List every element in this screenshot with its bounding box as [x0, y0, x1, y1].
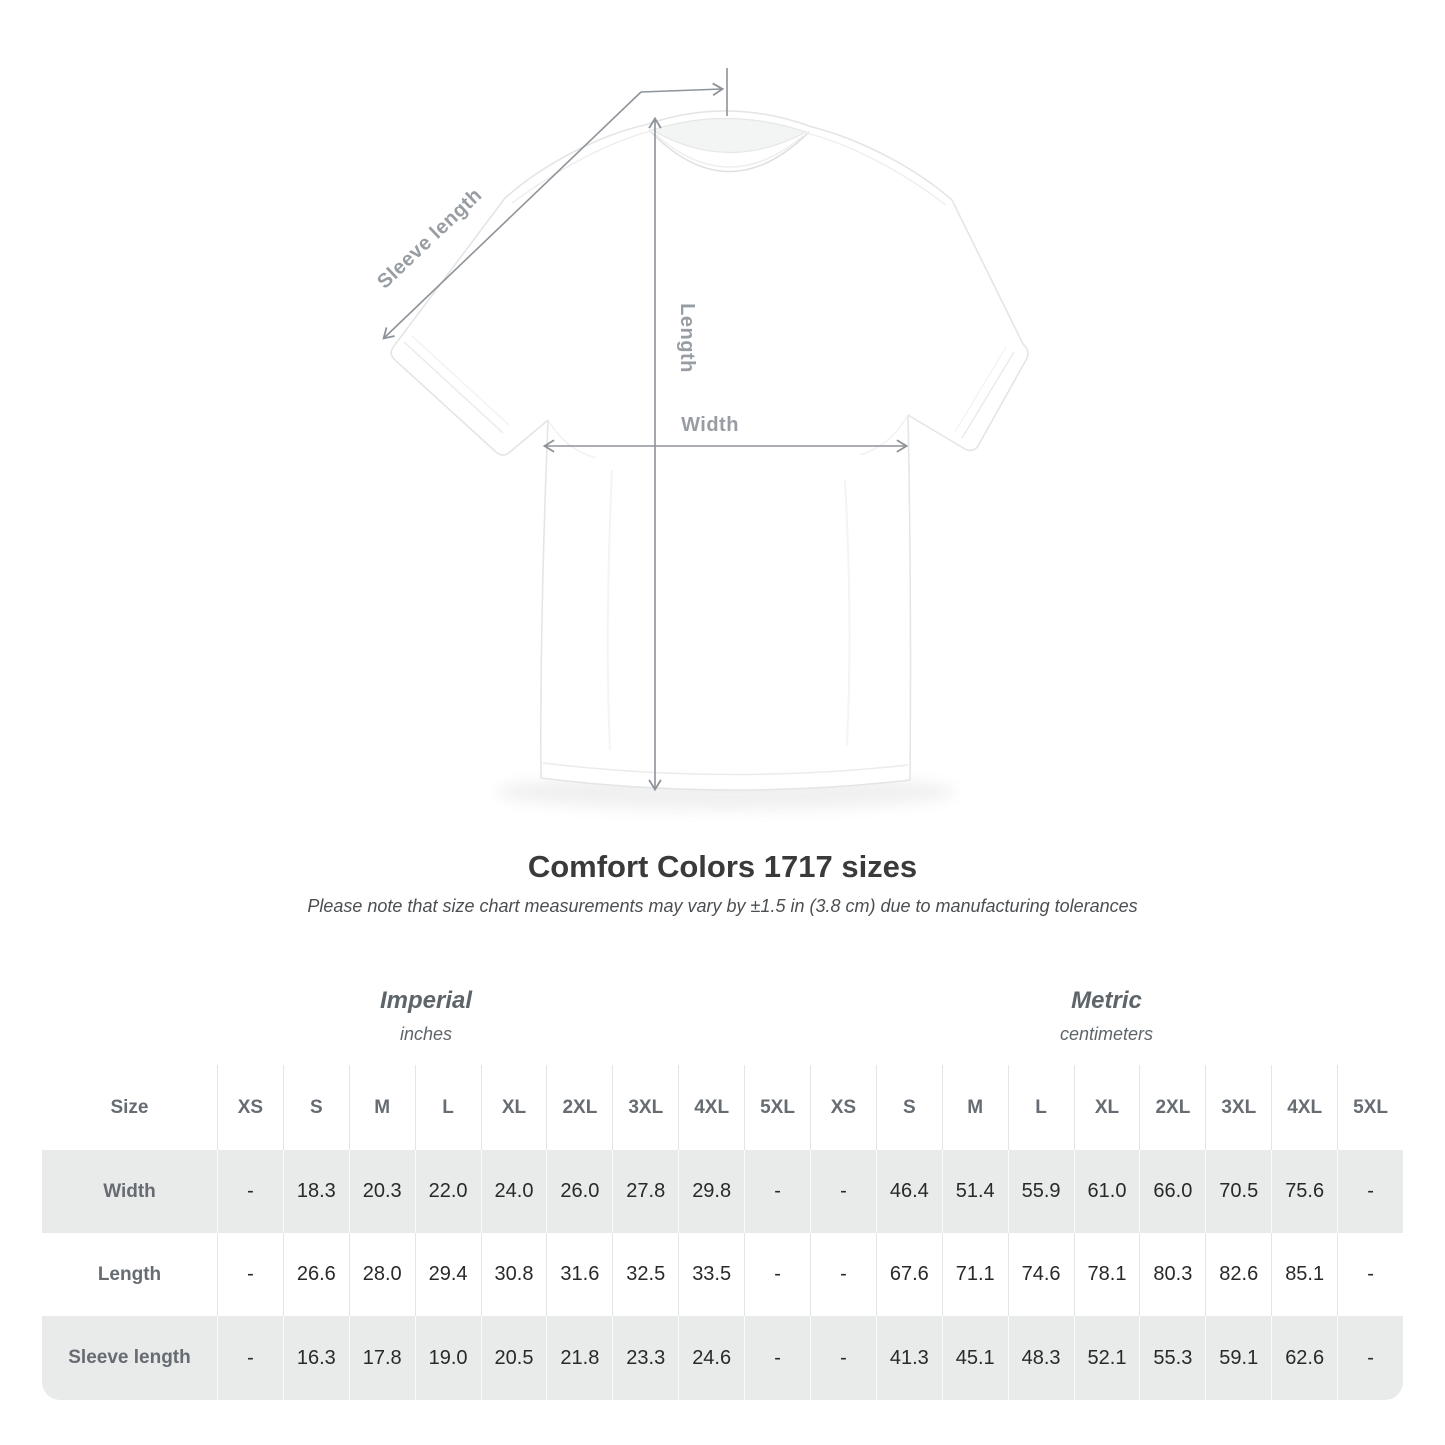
size-header-imperial: M [348, 1065, 415, 1150]
size-header-metric: 2XL [1139, 1065, 1206, 1150]
size-value: 24.0 [480, 1150, 547, 1233]
size-value: 23.3 [612, 1316, 679, 1400]
size-value: - [217, 1316, 283, 1400]
size-value: 29.4 [414, 1233, 481, 1316]
size-value: 66.0 [1139, 1150, 1206, 1233]
size-header-metric: XS [809, 1065, 876, 1150]
size-value: - [1337, 1150, 1403, 1233]
size-header-imperial: S [282, 1065, 349, 1150]
size-value: - [217, 1233, 283, 1316]
size-value: 33.5 [678, 1233, 745, 1316]
size-header-imperial: 2XL [546, 1065, 613, 1150]
size-value: 20.3 [348, 1150, 415, 1233]
imperial-unit-label: inches [399, 1023, 453, 1044]
size-value: 70.5 [1205, 1150, 1272, 1233]
size-header-imperial: XL [480, 1065, 547, 1150]
size-value: 26.6 [282, 1233, 349, 1316]
size-header-metric: XL [1073, 1065, 1140, 1150]
size-value: 46.4 [875, 1150, 942, 1233]
size-value: 74.6 [1007, 1233, 1074, 1316]
size-value: 22.0 [414, 1150, 481, 1233]
size-value: 21.8 [546, 1316, 613, 1400]
width-row: Width -18.3 20.3 22.0 24.0 26.0 27.8 29.8- -46.4… [42, 1150, 1403, 1233]
size-value: 51.4 [941, 1150, 1008, 1233]
size-value: - [744, 1316, 810, 1400]
size-value: 80.3 [1139, 1233, 1206, 1316]
size-value: 32.5 [612, 1233, 679, 1316]
size-header-metric: 3XL [1205, 1065, 1272, 1150]
size-value: 19.0 [414, 1316, 481, 1400]
size-value: 48.3 [1007, 1316, 1074, 1400]
size-value: - [1337, 1233, 1403, 1316]
size-value: - [217, 1150, 283, 1233]
imperial-label: Imperial [379, 986, 473, 1014]
size-value: 78.1 [1073, 1233, 1140, 1316]
imperial-group-header: Imperial inches [42, 964, 810, 1065]
size-value: 41.3 [875, 1316, 942, 1400]
size-value: 24.6 [678, 1316, 745, 1400]
unit-group-row: Imperial inches Metric centimeters [42, 964, 1403, 1065]
size-value: 59.1 [1205, 1316, 1272, 1400]
size-value: - [744, 1150, 810, 1233]
sleeve-length-row: Sleeve length -16.3 17.8 19.0 20.5 21.8 23.3 24… [42, 1316, 1403, 1400]
length-row: Length -26.6 28.0 29.4 30.8 31.6 32.5 33.5- -67.… [42, 1233, 1403, 1316]
size-header-row: Size XS S M L XL 2XL 3XL 4XL 5XL XS S M L XL 2XL 3XL 4XL 5… [42, 1065, 1403, 1150]
size-value: 28.0 [348, 1233, 415, 1316]
size-value: 61.0 [1073, 1150, 1140, 1233]
length-label: Length [676, 303, 698, 373]
size-header-metric: 4XL [1271, 1065, 1338, 1150]
size-value: 82.6 [1205, 1233, 1272, 1316]
size-value: 45.1 [941, 1316, 1008, 1400]
size-value: 85.1 [1271, 1233, 1338, 1316]
size-value: 18.3 [282, 1150, 349, 1233]
metric-label: Metric [1071, 986, 1142, 1014]
size-value: 55.9 [1007, 1150, 1074, 1233]
width-label: Width [681, 414, 739, 436]
size-value: - [809, 1316, 876, 1400]
size-value: 27.8 [612, 1150, 679, 1233]
size-value: 29.8 [678, 1150, 745, 1233]
size-header-metric: 5XL [1337, 1065, 1403, 1150]
size-value: 17.8 [348, 1316, 415, 1400]
length-annotation: Length [648, 116, 698, 792]
size-value: 52.1 [1073, 1316, 1140, 1400]
size-header-imperial: XS [217, 1065, 283, 1150]
row-label: Length [42, 1233, 217, 1316]
size-value: 20.5 [480, 1316, 547, 1400]
size-value: 71.1 [941, 1233, 1008, 1316]
size-header-imperial: 4XL [678, 1065, 745, 1150]
size-value: 67.6 [875, 1233, 942, 1316]
size-header-metric: M [941, 1065, 1008, 1150]
tshirt-measurement-diagram: Sleeve length Length Width [373, 68, 1029, 810]
page-title: Comfort Colors 1717 sizes [527, 849, 918, 884]
size-value: - [1337, 1316, 1403, 1400]
row-label: Width [42, 1150, 217, 1233]
size-col-header: Size [42, 1065, 217, 1150]
size-value: 26.0 [546, 1150, 613, 1233]
width-annotation: Width [542, 414, 909, 453]
metric-group-header: Metric centimeters [810, 964, 1403, 1065]
size-header-imperial: 5XL [744, 1065, 810, 1150]
row-label: Sleeve length [42, 1316, 217, 1400]
size-header-imperial: 3XL [612, 1065, 679, 1150]
size-value: 55.3 [1139, 1316, 1206, 1400]
page-subtitle: Please note that size chart measurements… [307, 896, 1138, 916]
size-header-imperial: L [414, 1065, 481, 1150]
size-value: 30.8 [480, 1233, 547, 1316]
size-header-metric: L [1007, 1065, 1074, 1150]
size-table: Imperial inches Metric centimeters Size X… [42, 964, 1403, 1400]
metric-unit-label: centimeters [1059, 1023, 1154, 1044]
tshirt-illustration [390, 110, 1029, 791]
size-value: 31.6 [546, 1233, 613, 1316]
size-value: 16.3 [282, 1316, 349, 1400]
size-value: - [809, 1150, 876, 1233]
size-value: - [744, 1233, 810, 1316]
size-header-metric: S [875, 1065, 942, 1150]
size-value: - [809, 1233, 876, 1316]
size-value: 62.6 [1271, 1316, 1338, 1400]
size-value: 75.6 [1271, 1150, 1338, 1233]
